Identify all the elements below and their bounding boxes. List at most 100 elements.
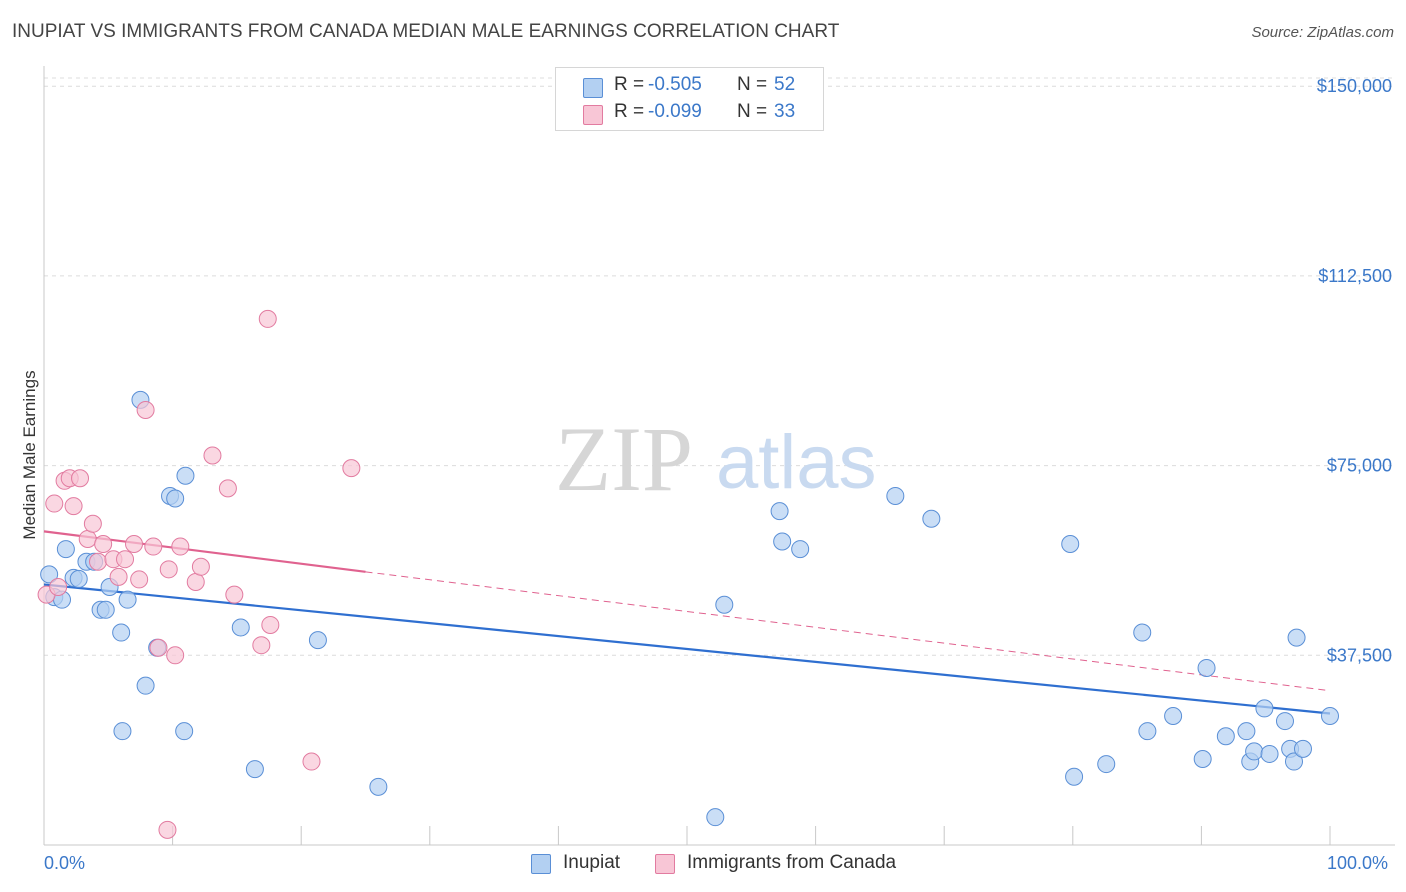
canada-point[interactable]	[130, 570, 149, 589]
canada-point[interactable]	[302, 752, 321, 771]
canada-trendline-extension	[365, 571, 1331, 692]
r-value: -0.505	[648, 74, 702, 95]
canada-point[interactable]	[71, 469, 90, 488]
inupiat-point[interactable]	[1245, 742, 1264, 761]
inupiat-point[interactable]	[706, 808, 725, 827]
legend-label: Inupiat	[563, 852, 621, 873]
inupiat-point[interactable]	[113, 722, 132, 741]
inupiat-point[interactable]	[175, 722, 194, 741]
inupiat-point[interactable]	[369, 777, 388, 796]
inupiat-point[interactable]	[1097, 755, 1116, 774]
canada-point[interactable]	[45, 494, 64, 513]
canada-point[interactable]	[171, 537, 190, 556]
inupiat-point[interactable]	[715, 595, 734, 614]
inupiat-point[interactable]	[1284, 752, 1303, 771]
y-tick-label: $37,500	[1327, 645, 1392, 665]
watermark-zip: ZIP	[555, 408, 693, 510]
inupiat-point[interactable]	[1138, 722, 1157, 741]
canada-point[interactable]	[166, 646, 185, 665]
canada-point[interactable]	[252, 636, 271, 655]
inupiat-point[interactable]	[1237, 722, 1256, 741]
y-tick-label: $112,500	[1318, 266, 1392, 286]
inupiat-point[interactable]	[1287, 628, 1306, 647]
canada-point[interactable]	[116, 550, 135, 569]
r-label: R =	[614, 74, 645, 95]
inupiat-point[interactable]	[231, 618, 250, 637]
inupiat-point[interactable]	[166, 489, 185, 508]
stats-row-inupiat: R = -0.505 N = 52	[556, 74, 823, 102]
canada-point[interactable]	[158, 820, 177, 839]
inupiat-point[interactable]	[56, 540, 75, 559]
data-points	[37, 309, 1339, 839]
source-label: Source: ZipAtlas.com	[1251, 24, 1394, 41]
inupiat-point[interactable]	[245, 760, 264, 779]
watermark: ZIP atlas	[555, 408, 877, 510]
r-label: R =	[614, 101, 645, 122]
inupiat-point[interactable]	[96, 600, 115, 619]
inupiat-point[interactable]	[136, 676, 155, 695]
canada-point[interactable]	[144, 537, 163, 556]
inupiat-point[interactable]	[1061, 535, 1080, 554]
inupiat-point[interactable]	[1293, 739, 1312, 758]
n-label: N =	[737, 74, 768, 95]
canada-point[interactable]	[64, 497, 83, 516]
canada-point[interactable]	[78, 529, 97, 548]
canada-point[interactable]	[159, 560, 178, 579]
pink-swatch-icon	[655, 854, 675, 874]
legend-label: Immigrants from Canada	[687, 852, 897, 873]
pink-swatch-icon	[583, 105, 603, 125]
inupiat-point[interactable]	[1216, 727, 1235, 746]
canada-point[interactable]	[342, 459, 361, 478]
canada-point[interactable]	[191, 557, 210, 576]
canada-point[interactable]	[225, 585, 244, 604]
inupiat-point[interactable]	[922, 509, 941, 528]
canada-point[interactable]	[186, 572, 205, 591]
inupiat-point[interactable]	[69, 569, 88, 588]
inupiat-point[interactable]	[112, 623, 131, 642]
inupiat-point[interactable]	[886, 486, 905, 505]
n-value: 52	[774, 74, 796, 95]
inupiat-point[interactable]	[118, 590, 137, 609]
inupiat-point[interactable]	[1260, 744, 1279, 763]
x-tick-max: 100.0%	[1327, 853, 1389, 873]
inupiat-point[interactable]	[1193, 750, 1212, 769]
canada-point[interactable]	[258, 309, 277, 328]
r-value: -0.099	[648, 101, 702, 122]
y-axis-label: Median Male Earnings	[20, 370, 39, 540]
axes	[43, 66, 1395, 846]
inupiat-point[interactable]	[1133, 623, 1152, 642]
canada-point[interactable]	[136, 400, 155, 419]
canada-point[interactable]	[125, 535, 144, 554]
canada-point[interactable]	[203, 446, 222, 465]
inupiat-point[interactable]	[1255, 699, 1274, 718]
inupiat-trendline	[43, 583, 1331, 715]
blue-swatch-icon	[531, 854, 551, 874]
canada-point[interactable]	[89, 552, 108, 571]
canada-point[interactable]	[94, 535, 113, 554]
canada-point[interactable]	[261, 615, 280, 634]
inupiat-point[interactable]	[1321, 707, 1339, 726]
watermark-atlas: atlas	[716, 420, 877, 505]
y-tick-label: $75,000	[1327, 456, 1392, 476]
correlation-stats-box: R = -0.505 N = 52 R = -0.099 N = 33	[555, 67, 824, 131]
inupiat-point[interactable]	[791, 540, 810, 559]
canada-point[interactable]	[109, 567, 128, 586]
canada-point[interactable]	[83, 514, 102, 533]
n-label: N =	[737, 101, 768, 122]
y-tick-labels: $37,500 $75,000 $112,500 $150,000	[1317, 76, 1392, 665]
inupiat-point[interactable]	[773, 532, 792, 551]
canada-point[interactable]	[49, 578, 68, 597]
chart-title: INUPIAT VS IMMIGRANTS FROM CANADA MEDIAN…	[12, 21, 840, 42]
inupiat-point[interactable]	[308, 631, 327, 650]
inupiat-point[interactable]	[1065, 767, 1084, 786]
inupiat-point[interactable]	[1275, 712, 1294, 731]
inupiat-point[interactable]	[1164, 707, 1183, 726]
inupiat-point[interactable]	[1197, 658, 1216, 677]
canada-point[interactable]	[149, 638, 168, 657]
inupiat-point[interactable]	[770, 502, 789, 521]
inupiat-point[interactable]	[176, 466, 195, 485]
inupiat-point[interactable]	[40, 565, 59, 584]
canada-point[interactable]	[218, 479, 237, 498]
n-value: 33	[774, 101, 796, 122]
